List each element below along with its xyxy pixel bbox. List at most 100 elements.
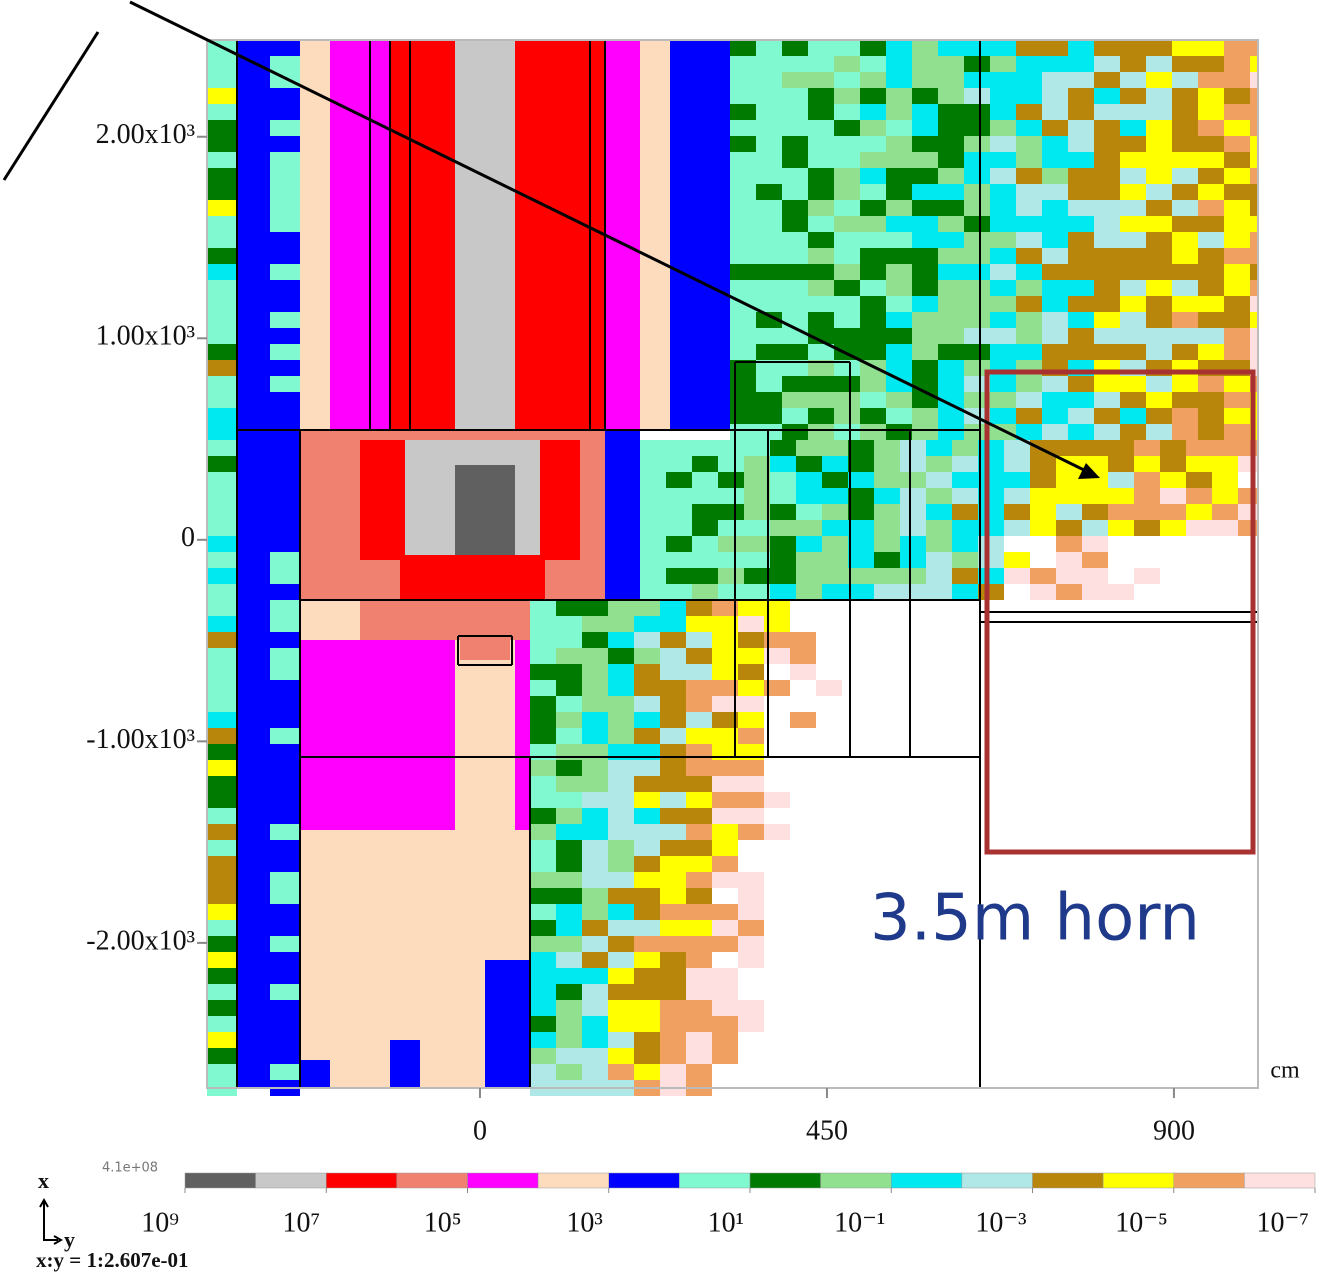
mesh-cell bbox=[207, 120, 237, 136]
mesh-cell bbox=[1224, 40, 1250, 56]
mesh-cell bbox=[1120, 248, 1146, 264]
mesh-cell bbox=[990, 328, 1016, 344]
mesh-cell bbox=[556, 648, 582, 664]
mesh-cell bbox=[1120, 328, 1146, 344]
mesh-cell bbox=[608, 616, 634, 632]
mesh-cell bbox=[1198, 344, 1224, 360]
mesh-cell bbox=[938, 184, 964, 200]
mesh-cell bbox=[692, 472, 718, 488]
mesh-cell bbox=[1068, 200, 1094, 216]
mesh-cell bbox=[400, 555, 545, 600]
mesh-cell bbox=[964, 136, 990, 152]
mesh-cell bbox=[938, 200, 964, 216]
mesh-plot bbox=[207, 40, 1258, 1096]
mesh-cell bbox=[1146, 424, 1172, 440]
colorbar-tick-label: 10⁻⁷ bbox=[1256, 1207, 1309, 1238]
mesh-cell bbox=[270, 440, 300, 456]
arrow bbox=[129, 0, 1085, 472]
mesh-cell bbox=[207, 984, 237, 1000]
mesh-cell bbox=[1068, 280, 1094, 296]
mesh-cell bbox=[300, 1060, 330, 1088]
mesh-cell bbox=[712, 696, 738, 712]
mesh-cell bbox=[926, 456, 952, 472]
mesh-cell bbox=[712, 1000, 738, 1016]
mesh-cell bbox=[756, 56, 782, 72]
mesh-cell bbox=[782, 200, 808, 216]
y-tick-label: -1.00x10³ bbox=[86, 724, 195, 755]
mesh-cell bbox=[207, 888, 237, 904]
mesh-cell bbox=[990, 248, 1016, 264]
y-tick-label: 2.00x10³ bbox=[96, 119, 195, 150]
mesh-cell bbox=[270, 808, 300, 824]
mesh-cell bbox=[270, 328, 300, 344]
mesh-cell bbox=[900, 552, 926, 568]
mesh-cell bbox=[1172, 72, 1198, 88]
mesh-cell bbox=[1224, 216, 1250, 232]
mesh-cell bbox=[912, 88, 938, 104]
mesh-cell bbox=[764, 792, 790, 808]
mesh-cell bbox=[270, 88, 300, 104]
mesh-cell bbox=[207, 264, 237, 280]
mesh-cell bbox=[634, 952, 660, 968]
mesh-cell bbox=[640, 504, 666, 520]
mesh-cell bbox=[1068, 312, 1094, 328]
mesh-cell bbox=[608, 728, 634, 744]
mesh-cell bbox=[207, 600, 237, 616]
axis-indicator-arrows bbox=[39, 1197, 64, 1245]
mesh-cell bbox=[770, 584, 796, 600]
mesh-cell bbox=[1068, 344, 1094, 360]
mesh-cell bbox=[1250, 264, 1258, 280]
mesh-cell bbox=[634, 840, 660, 856]
mesh-cell bbox=[808, 344, 834, 360]
mesh-cell bbox=[834, 264, 860, 280]
mesh-cell bbox=[686, 824, 712, 840]
mesh-cell bbox=[886, 136, 912, 152]
mesh-cell bbox=[938, 120, 964, 136]
mesh-cell bbox=[952, 456, 978, 472]
mesh-cell bbox=[834, 168, 860, 184]
mesh-cell bbox=[582, 600, 608, 616]
mesh-cell bbox=[634, 888, 660, 904]
mesh-cell bbox=[1212, 504, 1238, 520]
mesh-cell bbox=[738, 680, 764, 696]
mesh-cell bbox=[660, 616, 686, 632]
mesh-cell bbox=[556, 776, 582, 792]
mesh-cell bbox=[1224, 72, 1250, 88]
mesh-cell bbox=[712, 728, 738, 744]
mesh-cell bbox=[270, 408, 300, 424]
mesh-cell bbox=[270, 424, 300, 440]
mesh-cell bbox=[900, 568, 926, 584]
mesh-cell bbox=[900, 440, 926, 456]
mesh-cell bbox=[990, 120, 1016, 136]
mesh-cell bbox=[1042, 88, 1068, 104]
mesh-cell bbox=[756, 360, 782, 376]
mesh-cell bbox=[1212, 440, 1238, 456]
mesh-cell bbox=[822, 584, 848, 600]
mesh-cell bbox=[1082, 440, 1108, 456]
mesh-cell bbox=[834, 280, 860, 296]
mesh-cell bbox=[834, 88, 860, 104]
mesh-cell bbox=[712, 840, 738, 856]
mesh-cell bbox=[1198, 216, 1224, 232]
mesh-cell bbox=[796, 536, 822, 552]
mesh-cell bbox=[270, 1064, 300, 1080]
mesh-cell bbox=[718, 504, 744, 520]
mesh-cell bbox=[582, 920, 608, 936]
mesh-cell bbox=[1134, 504, 1160, 520]
mesh-cell bbox=[808, 232, 834, 248]
mesh-cell bbox=[886, 360, 912, 376]
mesh-cell bbox=[1094, 152, 1120, 168]
mesh-cell bbox=[848, 584, 874, 600]
mesh-cell bbox=[1004, 440, 1030, 456]
mesh-cell bbox=[270, 488, 300, 504]
mesh-cell bbox=[938, 344, 964, 360]
mesh-cell bbox=[556, 600, 582, 616]
mesh-cell bbox=[1120, 56, 1146, 72]
mesh-cell bbox=[207, 1064, 237, 1080]
mesh-cell bbox=[660, 920, 686, 936]
mesh-cell bbox=[834, 200, 860, 216]
mesh-cell bbox=[207, 568, 237, 584]
mesh-cell bbox=[1250, 200, 1258, 216]
mesh-cell bbox=[692, 520, 718, 536]
mesh-cell bbox=[808, 56, 834, 72]
